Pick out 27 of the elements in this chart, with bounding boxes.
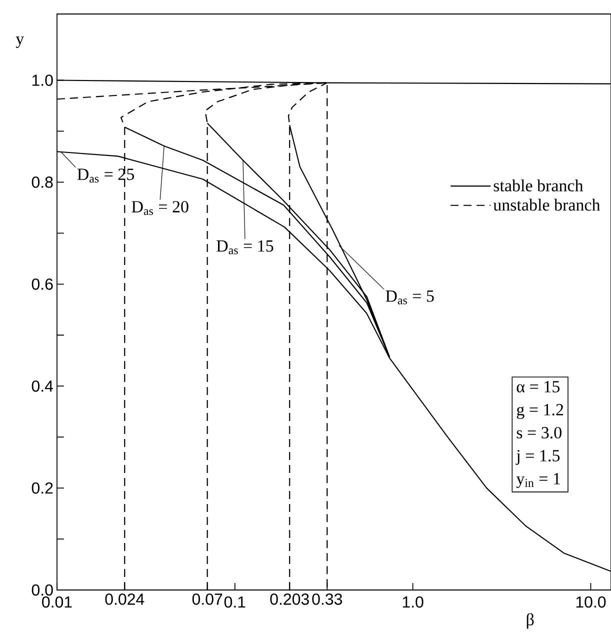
- x-axis-title: β: [526, 613, 534, 629]
- x-tick-label: 0.33: [312, 594, 342, 605]
- annotation: s = 3.0: [516, 426, 562, 438]
- x-tick-label: 0.203: [270, 594, 309, 605]
- legend-label: unstable branch: [493, 198, 600, 211]
- annotation: j = 1.5: [516, 450, 560, 465]
- annotation: D$_{as}$ = 25: [77, 168, 134, 183]
- legend-label: stable branch: [494, 179, 584, 192]
- annotation: y$_{in}$ = 1: [516, 473, 560, 488]
- annotation: α = 15: [516, 381, 560, 392]
- x-tick-label: 0.07: [192, 594, 222, 605]
- y-tick-label: 0.6: [32, 278, 53, 290]
- x-tick-label: 0.01: [42, 596, 72, 608]
- y-axis-title: y: [16, 36, 24, 48]
- y-tick-label: 0.0: [32, 584, 53, 596]
- annotation: D$_{as}$ = 20: [132, 201, 188, 216]
- x-tick-label: 1.0: [402, 596, 424, 608]
- annotation: D$_{as}$ = 5: [386, 290, 434, 304]
- y-tick-label: 0.2: [32, 482, 53, 494]
- y-tick-label: 0.8: [32, 176, 53, 188]
- x-tick-label: 10.0: [576, 596, 606, 608]
- annotation: D$_{as}$ = 15: [216, 240, 274, 254]
- y-tick-label: 1.0: [32, 74, 53, 86]
- x-tick-label: 0.1: [224, 596, 246, 608]
- annotation: g = 1.2: [516, 404, 564, 419]
- y-tick-label: 0.4: [32, 380, 54, 392]
- x-tick-label: 0.024: [105, 594, 144, 605]
